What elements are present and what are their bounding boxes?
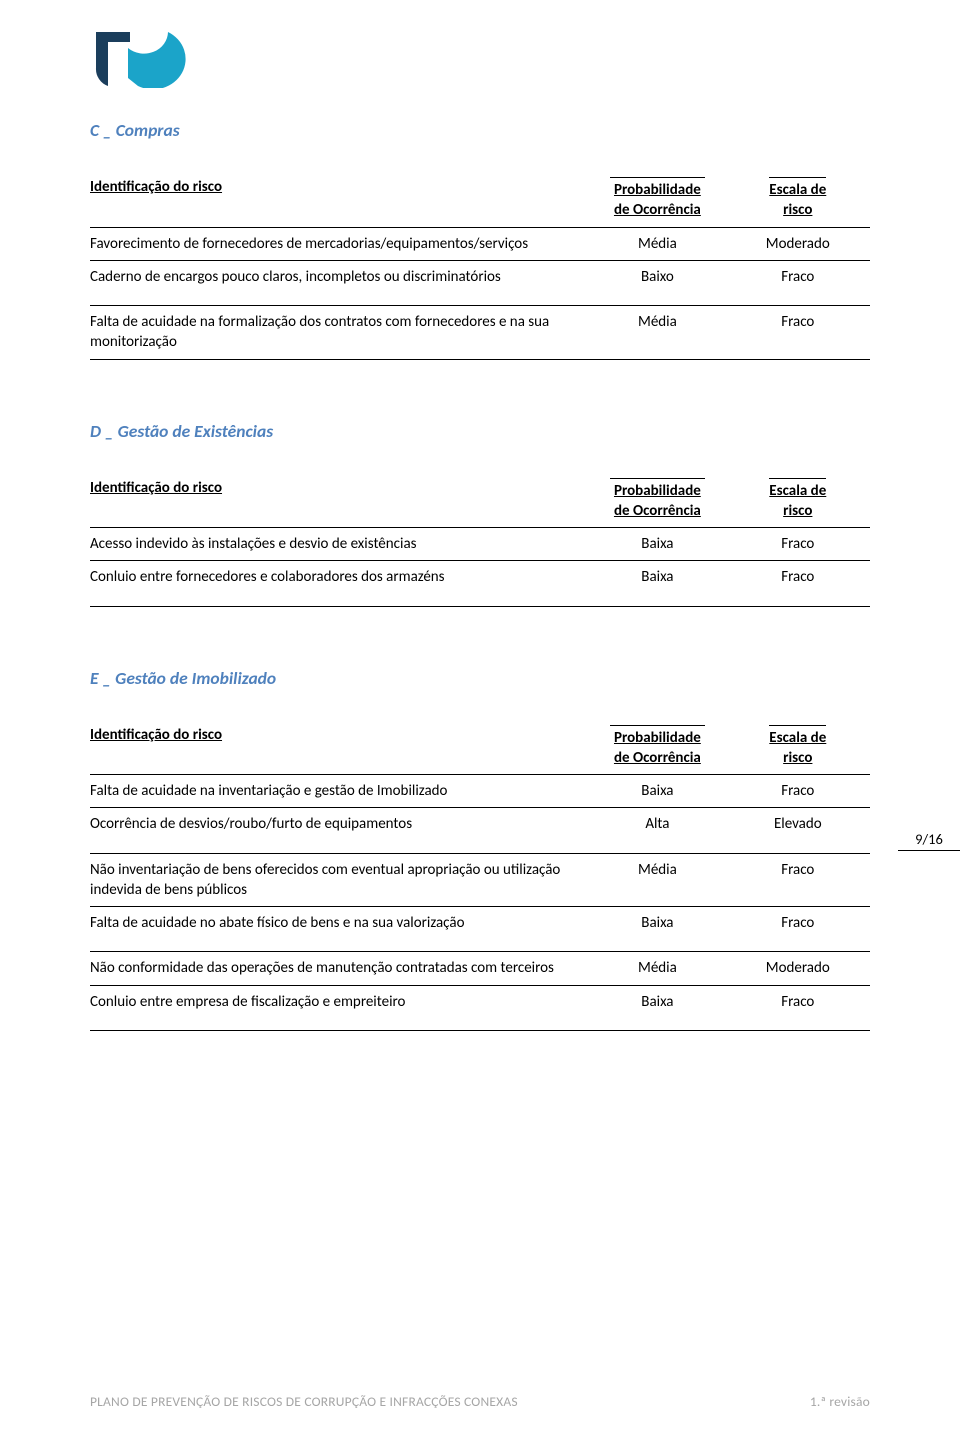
table-row: Caderno de encargos pouco claros, incomp… (90, 260, 870, 305)
page: C _ Compras Identificação do risco Proba… (0, 0, 960, 1444)
header-risk: Escala de risco (769, 478, 826, 522)
section-d-table: Identificação do risco Probabilidade de … (90, 472, 870, 607)
risk-id-cell: Conluio entre empresa de fiscalização e … (90, 985, 589, 1030)
risk-scale-cell: Fraco (730, 561, 870, 606)
footer-left: PLANO DE PREVENÇÃO DE RISCOS DE CORRUPÇÃ… (90, 1393, 518, 1410)
table-row: Conluio entre empresa de fiscalização e … (90, 985, 870, 1030)
probability-cell: Baixa (589, 528, 729, 561)
section-c-body: Favorecimento de fornecedores de mercado… (90, 227, 870, 359)
risk-scale-cell: Fraco (730, 907, 870, 952)
probability-cell: Média (589, 227, 729, 260)
header-prob: Probabilidade de Ocorrência (610, 478, 705, 522)
header-prob: Probabilidade de Ocorrência (610, 725, 705, 769)
section-e-table: Identificação do risco Probabilidade de … (90, 719, 870, 1031)
probability-cell: Baixo (589, 260, 729, 305)
page-number: 9/16 (898, 830, 960, 851)
probability-cell: Baixa (589, 985, 729, 1030)
risk-scale-cell: Moderado (730, 952, 870, 985)
table-row: Falta de acuidade na inventariação e ges… (90, 775, 870, 808)
probability-cell: Baixa (589, 561, 729, 606)
risk-id-cell: Caderno de encargos pouco claros, incomp… (90, 260, 589, 305)
logo (90, 28, 870, 93)
section-d-body: Acesso indevido às instalações e desvio … (90, 528, 870, 607)
risk-id-cell: Falta de acuidade no abate físico de ben… (90, 907, 589, 952)
risk-scale-cell: Fraco (730, 306, 870, 360)
section-d-title: D _ Gestão de Existências (90, 420, 870, 442)
risk-id-cell: Ocorrência de desvios/roubo/furto de equ… (90, 808, 589, 853)
probability-cell: Média (589, 306, 729, 360)
risk-id-cell: Falta de acuidade na inventariação e ges… (90, 775, 589, 808)
header-id: Identificação do risco (90, 726, 222, 744)
table-row: Conluio entre fornecedores e colaborador… (90, 561, 870, 606)
header-id: Identificação do risco (90, 178, 222, 196)
risk-id-cell: Favorecimento de fornecedores de mercado… (90, 227, 589, 260)
header-id: Identificação do risco (90, 479, 222, 497)
section-e-body: Falta de acuidade na inventariação e ges… (90, 775, 870, 1031)
risk-id-cell: Falta de acuidade na formalização dos co… (90, 306, 589, 360)
table-row: Ocorrência de desvios/roubo/furto de equ… (90, 808, 870, 853)
header-prob: Probabilidade de Ocorrência (610, 177, 705, 221)
risk-scale-cell: Fraco (730, 775, 870, 808)
risk-id-cell: Não conformidade das operações de manute… (90, 952, 589, 985)
risk-scale-cell: Fraco (730, 985, 870, 1030)
table-row: Falta de acuidade no abate físico de ben… (90, 907, 870, 952)
logo-icon (90, 28, 186, 88)
probability-cell: Média (589, 853, 729, 907)
table-row: Falta de acuidade na formalização dos co… (90, 306, 870, 360)
section-e-title: E _ Gestão de Imobilizado (90, 667, 870, 689)
table-row: Acesso indevido às instalações e desvio … (90, 528, 870, 561)
table-row: Não conformidade das operações de manute… (90, 952, 870, 985)
risk-scale-cell: Fraco (730, 853, 870, 907)
risk-scale-cell: Moderado (730, 227, 870, 260)
footer-right: 1.ª revisão (810, 1393, 870, 1410)
probability-cell: Baixa (589, 907, 729, 952)
table-row: Não inventariação de bens oferecidos com… (90, 853, 870, 907)
probability-cell: Alta (589, 808, 729, 853)
risk-id-cell: Não inventariação de bens oferecidos com… (90, 853, 589, 907)
page-number-badge: 9/16 (898, 830, 960, 851)
probability-cell: Baixa (589, 775, 729, 808)
risk-id-cell: Conluio entre fornecedores e colaborador… (90, 561, 589, 606)
section-c-title: C _ Compras (90, 119, 870, 141)
risk-scale-cell: Fraco (730, 528, 870, 561)
header-risk: Escala de risco (769, 725, 826, 769)
header-risk: Escala de risco (769, 177, 826, 221)
probability-cell: Média (589, 952, 729, 985)
risk-scale-cell: Fraco (730, 260, 870, 305)
risk-scale-cell: Elevado (730, 808, 870, 853)
section-c-table: Identificação do risco Probabilidade de … (90, 171, 870, 360)
footer: PLANO DE PREVENÇÃO DE RISCOS DE CORRUPÇÃ… (90, 1393, 870, 1410)
table-row: Favorecimento de fornecedores de mercado… (90, 227, 870, 260)
risk-id-cell: Acesso indevido às instalações e desvio … (90, 528, 589, 561)
